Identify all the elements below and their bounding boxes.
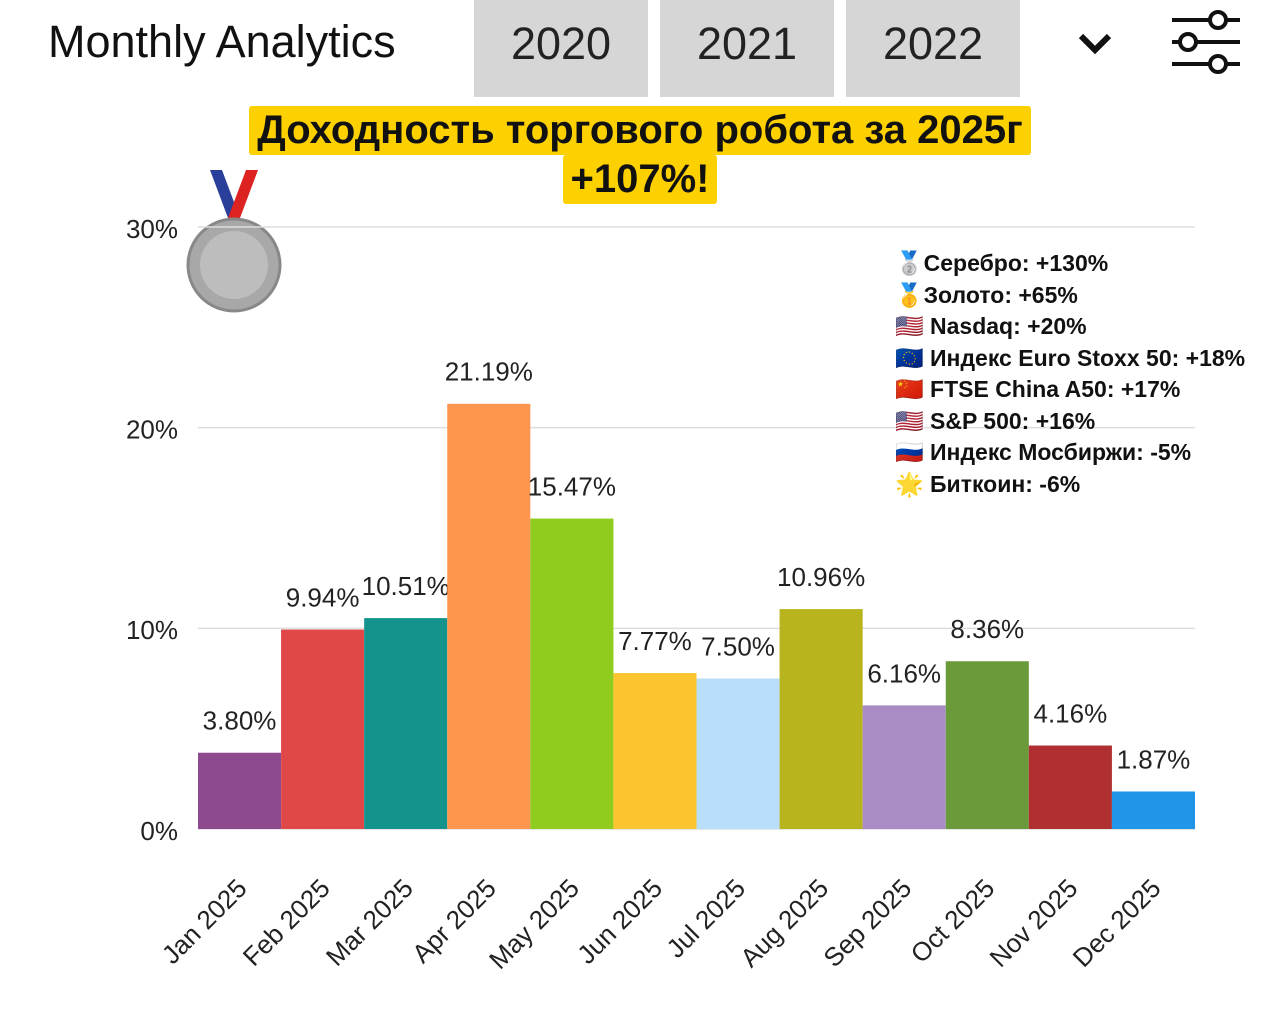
value-label: 9.94% bbox=[286, 582, 360, 612]
bar bbox=[530, 518, 614, 829]
bar bbox=[862, 705, 946, 829]
dropdown-chevron[interactable] bbox=[1075, 28, 1115, 58]
annotation: 🌟 Биткоин: -6% bbox=[895, 470, 1081, 497]
x-tick-label: Nov 2025 bbox=[984, 873, 1084, 973]
bar bbox=[1111, 791, 1195, 829]
annotation: 🇺🇸 Nasdaq: +20% bbox=[895, 313, 1087, 339]
bar bbox=[198, 752, 282, 829]
value-label: 10.51% bbox=[362, 571, 450, 601]
bar bbox=[945, 661, 1029, 829]
bar bbox=[779, 609, 863, 829]
annotation: 🥈Серебро: +130% bbox=[895, 250, 1109, 276]
y-tick-label: 30% bbox=[126, 214, 178, 244]
x-tick-label: May 2025 bbox=[483, 873, 585, 975]
banner: Доходность торгового робота за 2025г +10… bbox=[0, 106, 1280, 204]
header: Monthly Analytics 2020 2021 2022 bbox=[0, 0, 1280, 97]
annotation: 🇨🇳 FTSE China A50: +17% bbox=[895, 376, 1181, 402]
annotation: 🇷🇺 Индекс Мосбиржи: -5% bbox=[895, 439, 1192, 465]
annotations: 🥈Серебро: +130% 🥇Золото: +65% 🇺🇸 Nasdaq: +… bbox=[895, 248, 1255, 500]
bar bbox=[1028, 745, 1112, 829]
chart-title: Доходность торгового робота за 2025г bbox=[249, 106, 1031, 155]
x-tick-label: Feb 2025 bbox=[237, 873, 336, 972]
value-label: 3.80% bbox=[203, 706, 277, 736]
value-label: 6.16% bbox=[867, 658, 941, 688]
x-tick-label: Apr 2025 bbox=[406, 873, 502, 969]
value-label: 7.50% bbox=[701, 631, 775, 661]
x-tick-label: Oct 2025 bbox=[905, 873, 1001, 969]
bar bbox=[613, 673, 697, 829]
x-tick-label: Jan 2025 bbox=[156, 873, 253, 970]
value-label: 1.87% bbox=[1117, 744, 1191, 774]
bar bbox=[696, 678, 780, 829]
y-tick-label: 20% bbox=[126, 415, 178, 445]
value-label: 4.16% bbox=[1034, 698, 1108, 728]
year-tab[interactable]: 2022 bbox=[846, 0, 1020, 97]
x-tick-label: Dec 2025 bbox=[1067, 873, 1167, 973]
value-label: 21.19% bbox=[445, 357, 533, 387]
y-tick-label: 10% bbox=[126, 615, 178, 645]
year-tab[interactable]: 2020 bbox=[474, 0, 648, 97]
x-tick-label: Mar 2025 bbox=[320, 873, 419, 972]
value-label: 7.77% bbox=[618, 626, 692, 656]
annotation: 🇺🇸 S&P 500: +16% bbox=[895, 407, 1096, 434]
annotation: 🇪🇺 Индекс Euro Stoxx 50: +18% bbox=[895, 344, 1246, 371]
filter-icon[interactable] bbox=[1160, 0, 1250, 97]
annotation: 🥇Золото: +65% bbox=[895, 281, 1078, 308]
x-tick-label: Aug 2025 bbox=[734, 873, 834, 973]
x-tick-label: Sep 2025 bbox=[817, 873, 917, 973]
bar bbox=[364, 618, 448, 829]
year-tab[interactable]: 2021 bbox=[660, 0, 834, 97]
page-title: Monthly Analytics bbox=[48, 16, 396, 67]
x-tick-label: Jun 2025 bbox=[571, 873, 668, 970]
value-label: 15.47% bbox=[528, 471, 616, 501]
bar bbox=[447, 403, 531, 829]
x-tick-label: Jul 2025 bbox=[660, 873, 751, 964]
chart-subtitle: +107%! bbox=[562, 155, 718, 204]
value-label: 8.36% bbox=[950, 614, 1024, 644]
y-tick-label: 0% bbox=[140, 816, 178, 846]
bar bbox=[281, 629, 365, 829]
value-label: 10.96% bbox=[777, 562, 865, 592]
